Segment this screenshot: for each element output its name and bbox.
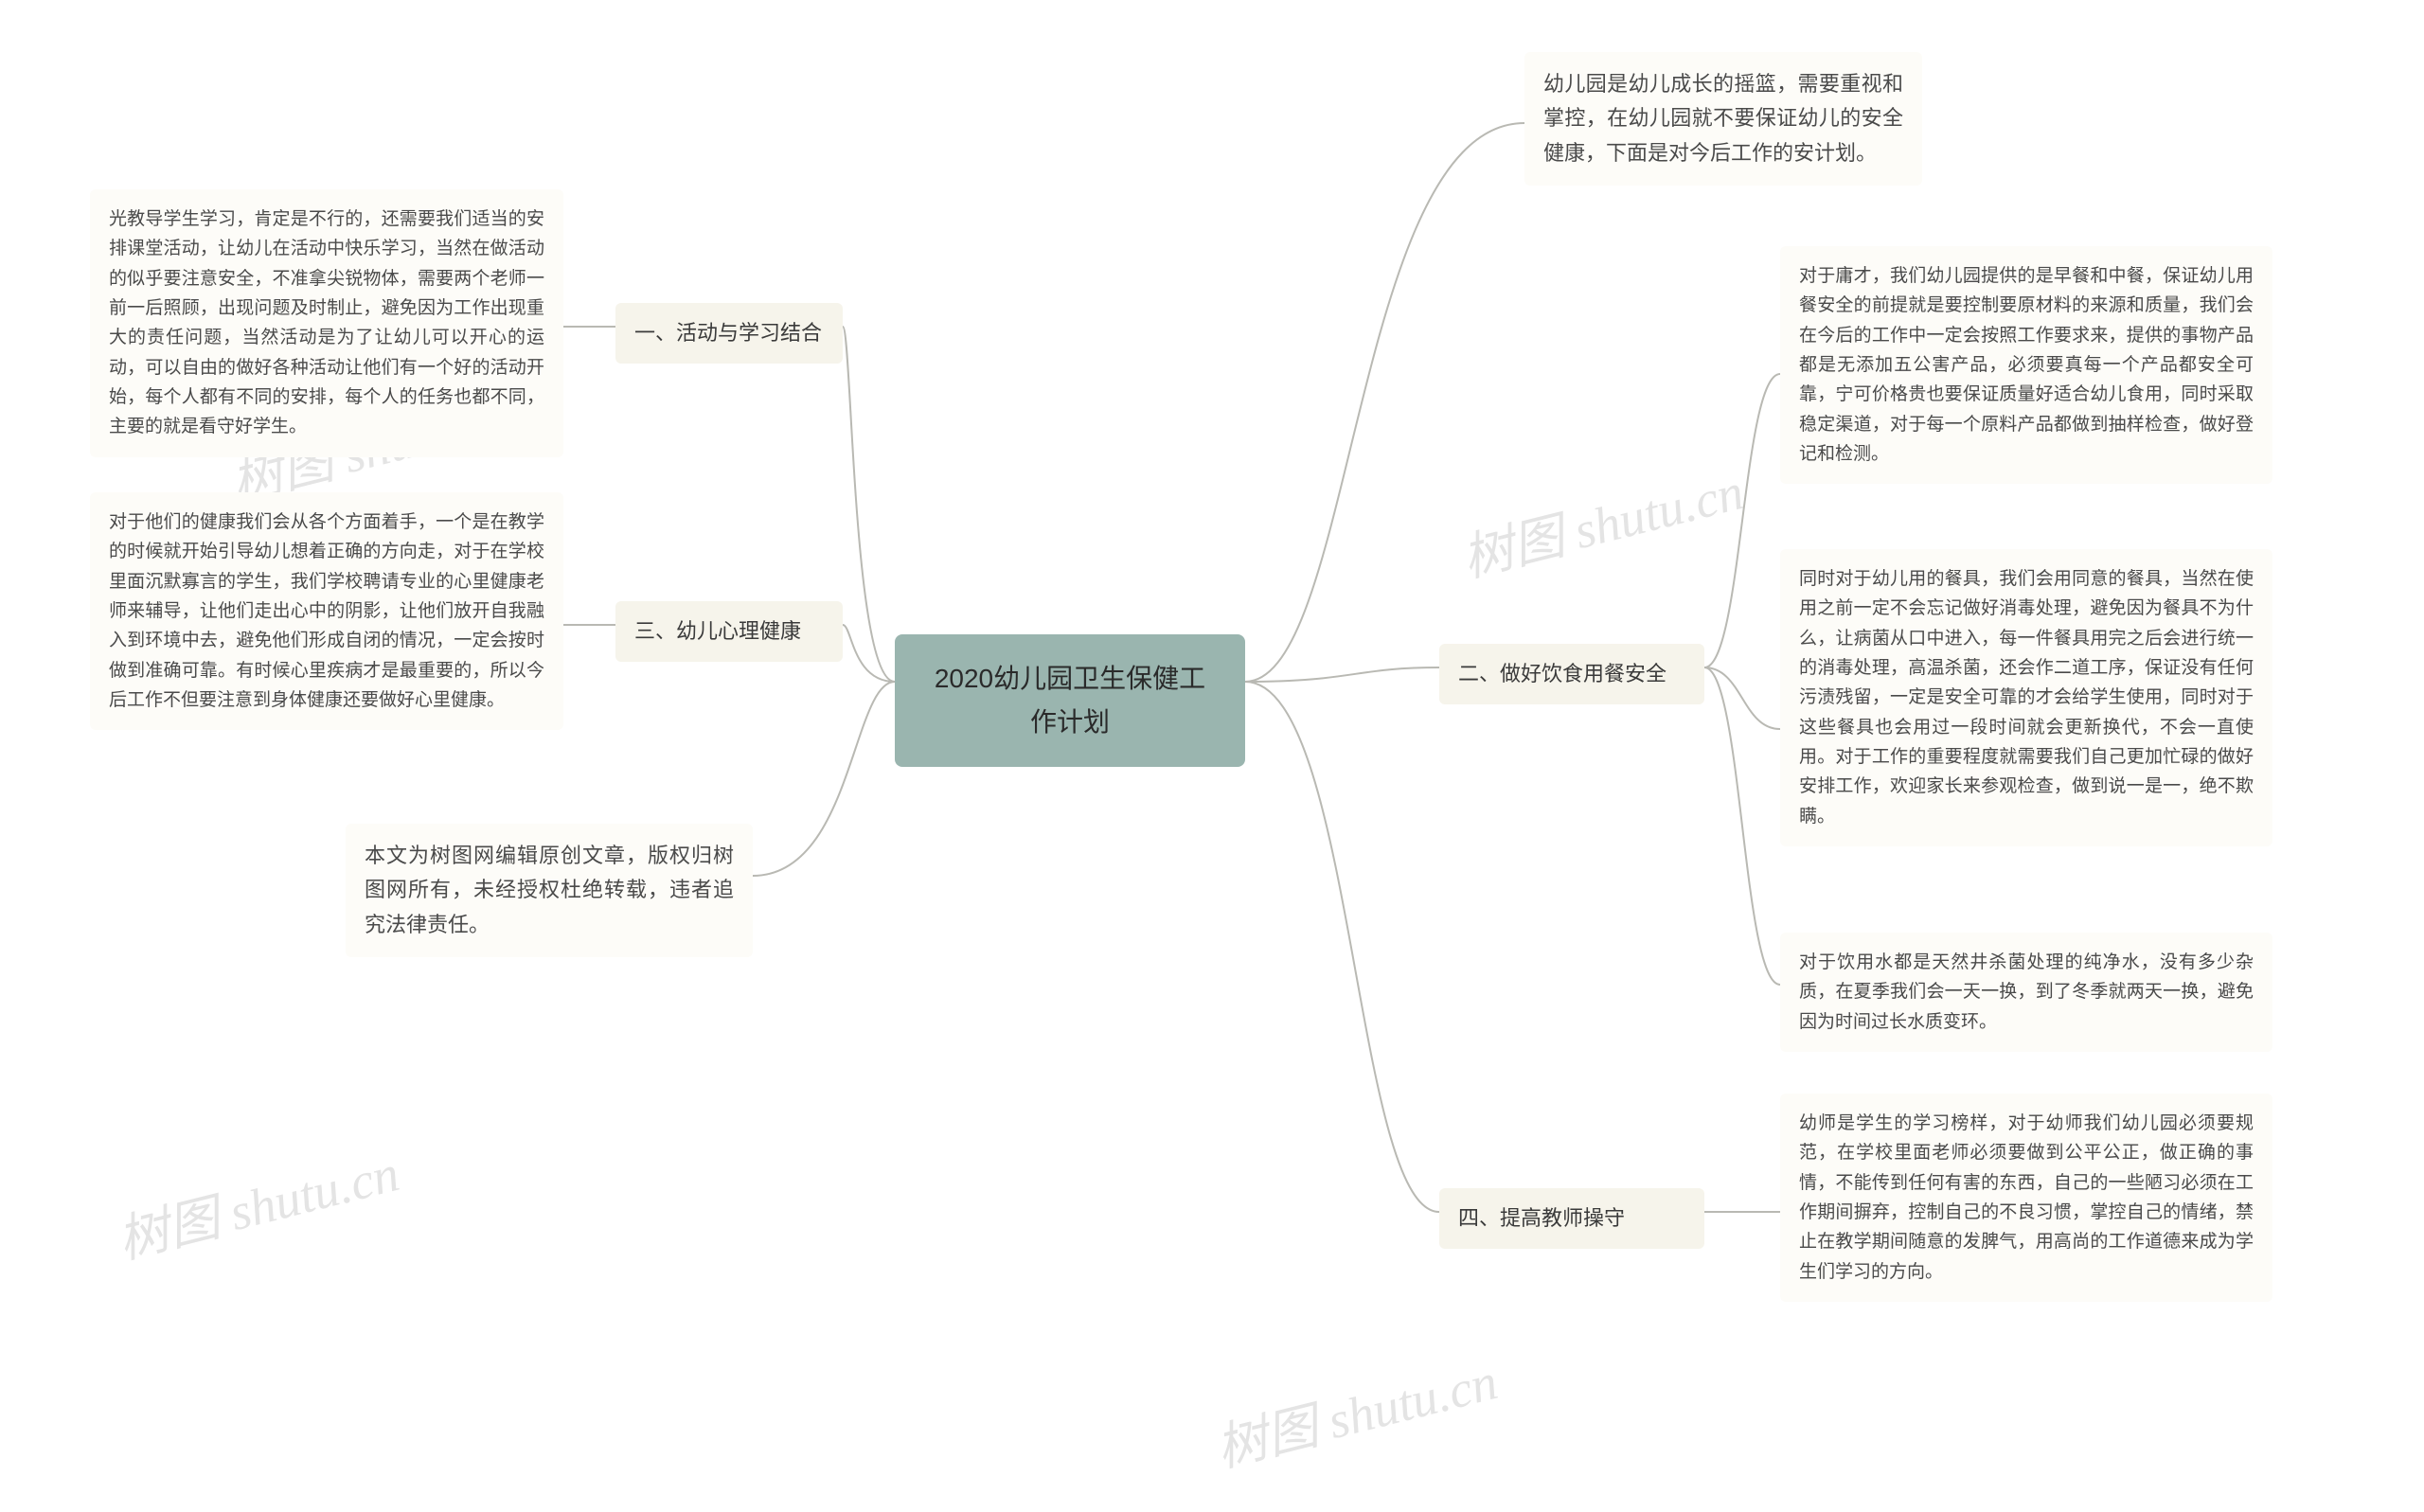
branch-mental-health: 三、幼儿心理健康 <box>615 601 843 662</box>
branch-label: 二、做好饮食用餐安全 <box>1458 662 1666 685</box>
leaf-text: 光教导学生学习，肯定是不行的，还需要我们适当的安排课堂活动，让幼儿在活动中快乐学… <box>109 209 544 436</box>
leaf-text: 同时对于幼儿用的餐具，我们会用同意的餐具，当然在使用之前一定不会忘记做好消毒处理… <box>1799 569 2254 827</box>
leaf-copyright: 本文为树图网编辑原创文章，版权归树图网所有，未经授权杜绝转载，违者追究法律责任。 <box>346 824 753 957</box>
branch-activity-learning: 一、活动与学习结合 <box>615 303 843 364</box>
watermark: 树图 shutu.cn <box>109 1131 405 1273</box>
branch-label: 一、活动与学习结合 <box>634 321 822 345</box>
leaf-food-safety-1: 对于庸才，我们幼儿园提供的是早餐和中餐，保证幼儿用餐安全的前提就是要控制要原材料… <box>1780 246 2272 484</box>
leaf-text: 幼师是学生的学习榜样，对于幼师我们幼儿园必须要规范，在学校里面老师必须要做到公平… <box>1799 1113 2254 1282</box>
branch-label: 三、幼儿心理健康 <box>634 619 801 643</box>
branch-teacher-conduct: 四、提高教师操守 <box>1439 1188 1704 1249</box>
branch-food-safety: 二、做好饮食用餐安全 <box>1439 644 1704 704</box>
watermark: 树图 shutu.cn <box>1207 1340 1504 1482</box>
root-label: 2020幼儿园卫生保健工作计划 <box>935 664 1205 737</box>
leaf-activity-learning: 光教导学生学习，肯定是不行的，还需要我们适当的安排课堂活动，让幼儿在活动中快乐学… <box>90 189 563 457</box>
leaf-text: 对于他们的健康我们会从各个方面着手，一个是在教学的时候就开始引导幼儿想着正确的方… <box>109 512 544 710</box>
watermark: 树图 shutu.cn <box>1453 450 1750 592</box>
mindmap-root: 2020幼儿园卫生保健工作计划 <box>895 634 1245 767</box>
leaf-teacher-conduct: 幼师是学生的学习榜样，对于幼师我们幼儿园必须要规范，在学校里面老师必须要做到公平… <box>1780 1094 2272 1302</box>
branch-label: 四、提高教师操守 <box>1458 1206 1625 1230</box>
leaf-mental-health: 对于他们的健康我们会从各个方面着手，一个是在教学的时候就开始引导幼儿想着正确的方… <box>90 492 563 730</box>
leaf-food-safety-3: 对于饮用水都是天然井杀菌处理的纯净水，没有多少杂质，在夏季我们会一天一换，到了冬… <box>1780 933 2272 1052</box>
leaf-text: 对于庸才，我们幼儿园提供的是早餐和中餐，保证幼儿用餐安全的前提就是要控制要原材料… <box>1799 266 2254 464</box>
leaf-food-safety-2: 同时对于幼儿用的餐具，我们会用同意的餐具，当然在使用之前一定不会忘记做好消毒处理… <box>1780 549 2272 846</box>
leaf-intro: 幼儿园是幼儿成长的摇篮，需要重视和掌控，在幼儿园就不要保证幼儿的安全健康，下面是… <box>1524 52 1922 186</box>
leaf-text: 本文为树图网编辑原创文章，版权归树图网所有，未经授权杜绝转载，违者追究法律责任。 <box>365 844 734 936</box>
leaf-text: 幼儿园是幼儿成长的摇篮，需要重视和掌控，在幼儿园就不要保证幼儿的安全健康，下面是… <box>1543 72 1903 165</box>
leaf-text: 对于饮用水都是天然井杀菌处理的纯净水，没有多少杂质，在夏季我们会一天一换，到了冬… <box>1799 952 2254 1032</box>
